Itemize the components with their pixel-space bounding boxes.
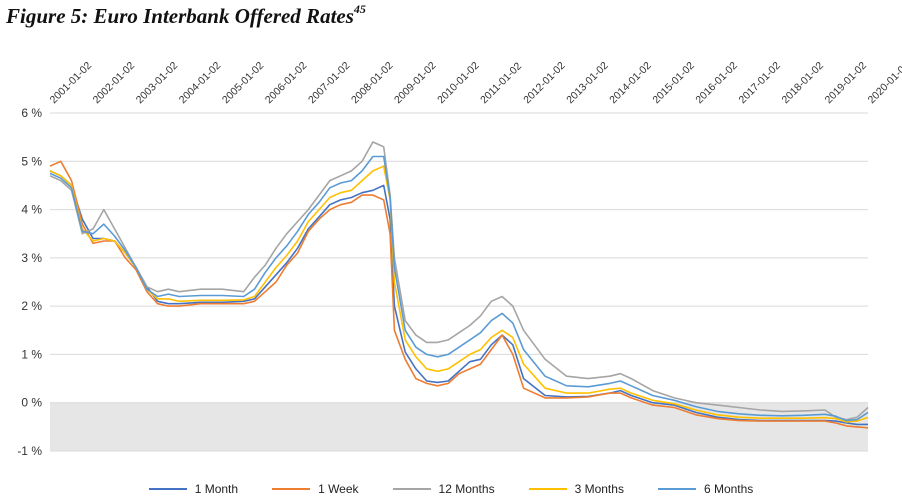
legend-item: 12 Months: [392, 482, 495, 496]
legend-item: 3 Months: [528, 482, 624, 496]
x-tick-label: 2019-01-02: [823, 60, 870, 107]
series-line: [49, 141, 869, 421]
x-tick-label: 2006-01-02: [263, 60, 310, 107]
legend-item: 1 Week: [272, 482, 359, 496]
x-tick-label: 2010-01-02: [435, 60, 482, 107]
x-tick-label: 2018-01-02: [780, 60, 827, 107]
x-tick-label: 2005-01-02: [220, 60, 267, 107]
footnote-ref: 45: [353, 2, 366, 16]
legend-swatch: [528, 488, 567, 490]
series-line: [49, 165, 869, 423]
x-tick-label: 2004-01-02: [177, 60, 224, 107]
legend-label: 1 Week: [318, 482, 359, 496]
y-tick-label: 4 %: [21, 203, 42, 217]
x-tick-label: 2009-01-02: [392, 60, 439, 107]
legend-label: 1 Month: [194, 482, 239, 496]
y-tick-label: 2 %: [21, 299, 42, 313]
x-tick-label: 2003-01-02: [134, 60, 181, 107]
legend-swatch: [657, 488, 696, 490]
series-line: [49, 155, 869, 422]
y-tick-label: 6 %: [21, 106, 42, 120]
legend-swatch: [148, 488, 187, 490]
legend-swatch: [272, 488, 311, 490]
rates-chart: 6 % 5 % 4 % 3 % 2 % 1 % 0 % -1 % 2001-01-022002-…: [17, 60, 902, 458]
series-line: [49, 160, 869, 429]
y-tick-label: 1 %: [21, 347, 42, 361]
x-tick-label: 2007-01-02: [306, 60, 353, 107]
figure-title: Figure 5: Euro Interbank Offered Rates45: [6, 2, 366, 29]
figure-title-text: Figure 5: Euro Interbank Offered Rates: [6, 4, 354, 28]
x-tick-label: 2011-01-02: [478, 60, 524, 106]
x-tick-label: 2012-01-02: [521, 60, 568, 107]
y-tick-label: 0 %: [21, 396, 42, 410]
y-tick-label: 5 %: [21, 154, 42, 168]
x-tick-label: 2013-01-02: [564, 60, 611, 107]
x-tick-label: 2017-01-02: [736, 60, 783, 107]
legend-item: 6 Months: [657, 482, 754, 496]
chart-legend: 1 Month 1 Week 12 Months 3 Months 6 Months: [0, 479, 902, 499]
y-tick-label: 3 %: [21, 251, 42, 265]
legend-label: 3 Months: [574, 482, 624, 496]
x-tick-label: 2014-01-02: [607, 60, 654, 107]
x-tick-label: 2001-01-02: [48, 60, 95, 107]
legend-swatch: [392, 488, 431, 490]
legend-label: 6 Months: [703, 482, 754, 496]
x-tick-label: 2002-01-02: [91, 60, 138, 107]
x-tick-label: 2015-01-02: [650, 60, 697, 107]
x-tick-label: 2008-01-02: [349, 60, 396, 107]
legend-item: 1 Month: [148, 482, 239, 496]
negative-region-shade: [50, 402, 868, 451]
series-line: [49, 170, 868, 426]
y-tick-label: -1 %: [17, 444, 42, 458]
x-tick-label: 2016-01-02: [693, 60, 740, 107]
x-tick-label: 2020-01-02: [866, 60, 902, 107]
legend-label: 12 Months: [438, 482, 495, 496]
